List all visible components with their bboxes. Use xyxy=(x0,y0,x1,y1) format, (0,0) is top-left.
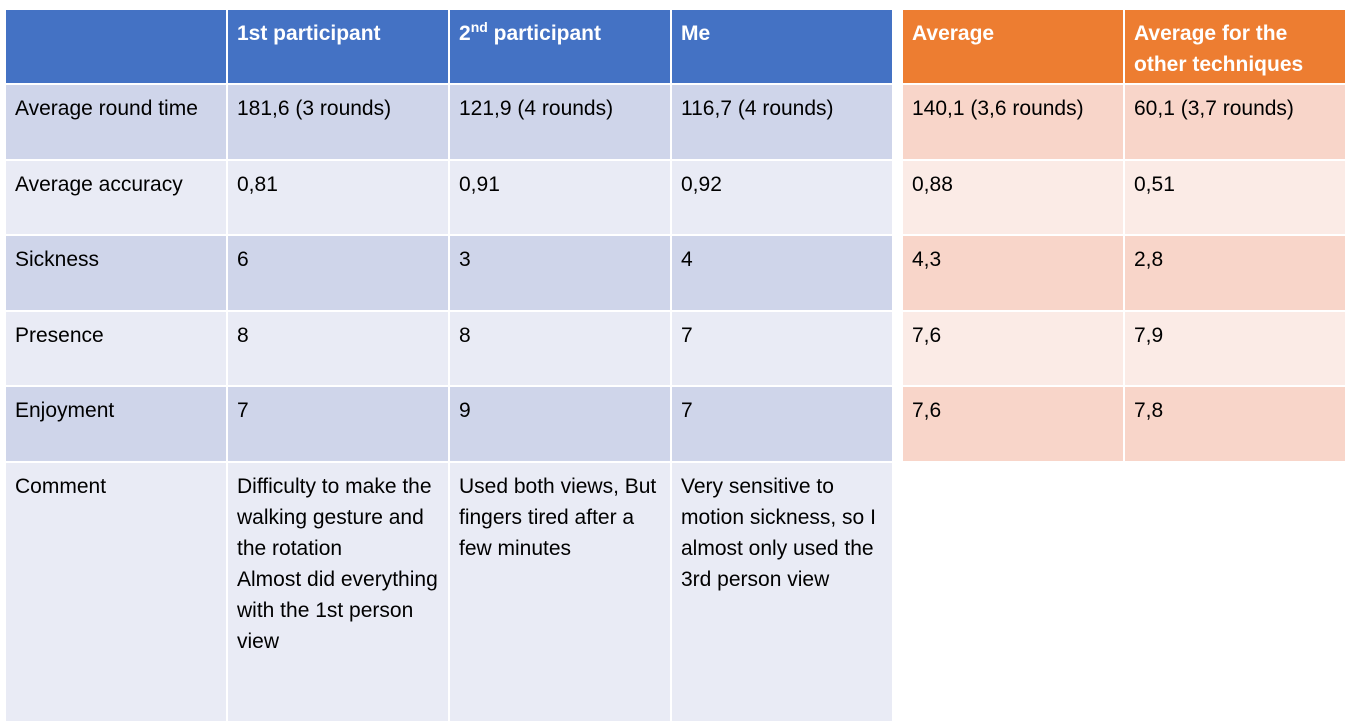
row-label: Enjoyment xyxy=(4,385,228,463)
table-row: 7,6 7,8 xyxy=(901,385,1347,463)
table-row: 0,88 0,51 xyxy=(901,159,1347,236)
cell-1st-participant: 0,81 xyxy=(226,159,450,236)
cell-2nd-participant: 9 xyxy=(448,385,672,463)
cell-average: 140,1 (3,6 rounds) xyxy=(901,83,1125,161)
header-row: 1st participant 2nd participant Me xyxy=(4,8,894,85)
cell-1st-participant: 7 xyxy=(226,385,450,463)
header-2nd-suffix: participant xyxy=(487,22,601,45)
row-label: Sickness xyxy=(4,234,228,312)
cell-average: 0,88 xyxy=(901,159,1125,236)
cell-me: 4 xyxy=(670,234,894,312)
header-cell-me: Me xyxy=(670,8,894,85)
cell-2nd-participant: 8 xyxy=(448,310,672,387)
cell-me: Very sensitive to motion sickness, so I … xyxy=(670,461,894,723)
cell-average-other: 60,1 (3,7 rounds) xyxy=(1123,83,1347,161)
cell-1st-participant: Difficulty to make the walking gesture a… xyxy=(226,461,450,723)
table-row: Comment Difficulty to make the walking g… xyxy=(4,461,894,723)
cell-average: 4,3 xyxy=(901,234,1125,312)
row-label: Average round time xyxy=(4,83,228,161)
cell-average: 7,6 xyxy=(901,385,1125,463)
table-row: 140,1 (3,6 rounds) 60,1 (3,7 rounds) xyxy=(901,83,1347,161)
cell-me: 7 xyxy=(670,385,894,463)
cell-1st-participant: 6 xyxy=(226,234,450,312)
header-cell-average: Average xyxy=(901,8,1125,85)
cell-1st-participant: 8 xyxy=(226,310,450,387)
cell-average-other: 2,8 xyxy=(1123,234,1347,312)
table-row: Enjoyment 7 9 7 xyxy=(4,385,894,463)
participants-table: 1st participant 2nd participant Me Avera… xyxy=(4,8,894,723)
cell-2nd-participant: Used both views, But fingers tired after… xyxy=(448,461,672,723)
row-label: Presence xyxy=(4,310,228,387)
header-cell-average-other: Average for the other techniques xyxy=(1123,8,1347,85)
table-row: Presence 8 8 7 xyxy=(4,310,894,387)
table-row: 7,6 7,9 xyxy=(901,310,1347,387)
header-row: Average Average for the other techniques xyxy=(901,8,1347,85)
table-row: Average round time 181,6 (3 rounds) 121,… xyxy=(4,83,894,161)
row-label: Average accuracy xyxy=(4,159,228,236)
header-cell-1st-participant: 1st participant xyxy=(226,8,450,85)
cell-2nd-participant: 0,91 xyxy=(448,159,672,236)
cell-me: 0,92 xyxy=(670,159,894,236)
cell-1st-participant: 181,6 (3 rounds) xyxy=(226,83,450,161)
header-cell-2nd-participant: 2nd participant xyxy=(448,8,672,85)
cell-average-other: 7,9 xyxy=(1123,310,1347,387)
header-2nd-number: 2 xyxy=(459,22,471,45)
cell-average-other: 0,51 xyxy=(1123,159,1347,236)
cell-2nd-participant: 121,9 (4 rounds) xyxy=(448,83,672,161)
cell-me: 116,7 (4 rounds) xyxy=(670,83,894,161)
table-row: Average accuracy 0,81 0,91 0,92 xyxy=(4,159,894,236)
header-cell-empty xyxy=(4,8,228,85)
cell-me: 7 xyxy=(670,310,894,387)
cell-2nd-participant: 3 xyxy=(448,234,672,312)
averages-table: Average Average for the other techniques… xyxy=(901,8,1347,463)
header-2nd-superscript: nd xyxy=(470,19,488,35)
cell-average: 7,6 xyxy=(901,310,1125,387)
row-label: Comment xyxy=(4,461,228,723)
table-row: 4,3 2,8 xyxy=(901,234,1347,312)
table-row: Sickness 6 3 4 xyxy=(4,234,894,312)
cell-average-other: 7,8 xyxy=(1123,385,1347,463)
